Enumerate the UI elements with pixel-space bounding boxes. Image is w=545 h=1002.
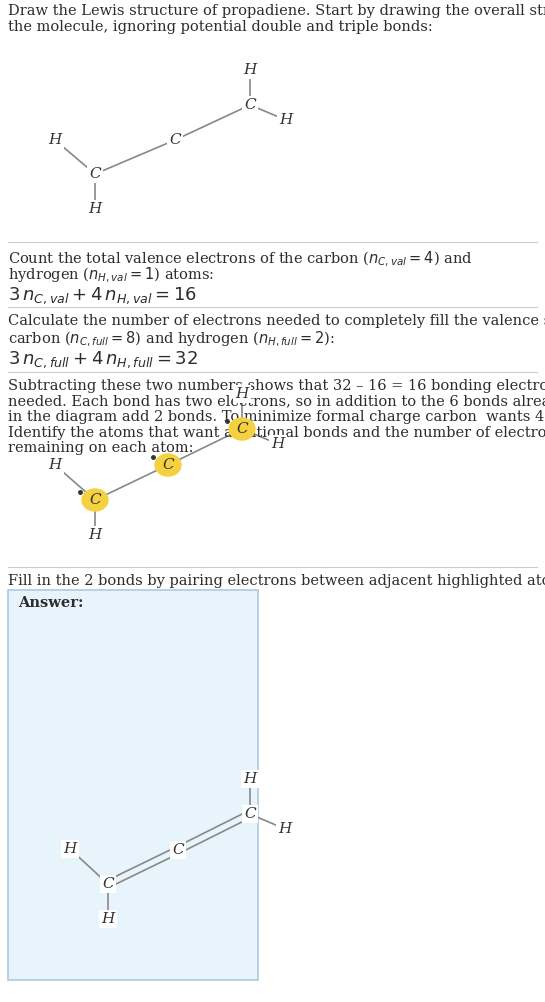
Text: C: C [244, 807, 256, 821]
Text: Identify the atoms that want additional bonds and the number of electrons: Identify the atoms that want additional … [8, 426, 545, 440]
Text: H: H [244, 63, 257, 77]
Text: C: C [89, 493, 101, 507]
Text: H: H [49, 133, 62, 147]
Text: Fill in the 2 bonds by pairing electrons between adjacent highlighted atoms:: Fill in the 2 bonds by pairing electrons… [8, 574, 545, 588]
Text: H: H [88, 528, 101, 542]
Ellipse shape [155, 454, 181, 476]
Text: H: H [63, 842, 77, 856]
Text: Subtracting these two numbers shows that 32 – 16 = 16 bonding electrons are: Subtracting these two numbers shows that… [8, 379, 545, 393]
Text: C: C [89, 167, 101, 181]
Text: hydrogen ($n_{H,val} = 1$) atoms:: hydrogen ($n_{H,val} = 1$) atoms: [8, 266, 214, 286]
Ellipse shape [82, 489, 108, 511]
Text: C: C [172, 843, 184, 857]
Text: C: C [102, 877, 114, 891]
Text: Count the total valence electrons of the carbon ($n_{C,val} = 4$) and: Count the total valence electrons of the… [8, 250, 473, 270]
Text: Calculate the number of electrons needed to completely fill the valence shells f: Calculate the number of electrons needed… [8, 314, 545, 328]
Text: C: C [169, 133, 181, 147]
Text: $3\,n_{C,full} + 4\,n_{H,full} = 32$: $3\,n_{C,full} + 4\,n_{H,full} = 32$ [8, 349, 198, 370]
Text: H: H [101, 912, 114, 926]
Text: H: H [49, 458, 62, 472]
Text: H: H [235, 387, 249, 401]
Text: the molecule, ignoring potential double and triple bonds:: the molecule, ignoring potential double … [8, 20, 433, 34]
Ellipse shape [229, 418, 255, 440]
Text: Draw the Lewis structure of propadiene. Start by drawing the overall structure o: Draw the Lewis structure of propadiene. … [8, 4, 545, 18]
Text: H: H [280, 113, 293, 127]
Text: in the diagram add 2 bonds. To minimize formal charge carbon  wants 4 bonds.: in the diagram add 2 bonds. To minimize … [8, 410, 545, 424]
Text: C: C [236, 422, 248, 436]
Text: carbon ($n_{C,full} = 8$) and hydrogen ($n_{H,full} = 2$):: carbon ($n_{C,full} = 8$) and hydrogen (… [8, 330, 335, 350]
Text: C: C [244, 98, 256, 112]
Text: H: H [278, 822, 292, 836]
Text: H: H [88, 202, 101, 216]
Text: needed. Each bond has two electrons, so in addition to the 6 bonds already prese: needed. Each bond has two electrons, so … [8, 395, 545, 409]
Text: H: H [271, 437, 284, 451]
Text: C: C [162, 458, 174, 472]
Text: $3\,n_{C,val} + 4\,n_{H,val} = 16$: $3\,n_{C,val} + 4\,n_{H,val} = 16$ [8, 285, 197, 306]
Text: Answer:: Answer: [18, 596, 83, 610]
FancyBboxPatch shape [8, 590, 258, 980]
Text: H: H [244, 772, 257, 786]
Text: remaining on each atom:: remaining on each atom: [8, 441, 193, 455]
